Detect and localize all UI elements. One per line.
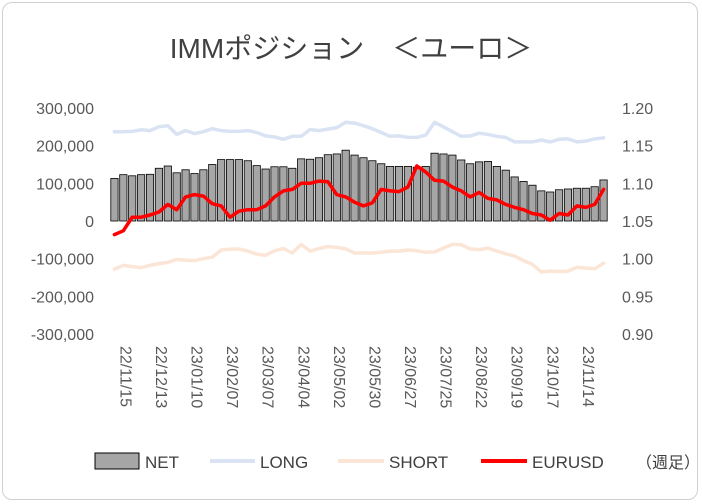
net-bar (421, 165, 430, 222)
net-bar (172, 172, 181, 222)
net-bar (208, 164, 217, 222)
net-bar (190, 173, 199, 222)
x-tick-label: 23/06/27 (401, 346, 418, 408)
net-bar (137, 174, 146, 222)
net-bar (314, 157, 324, 222)
legend-label-long: LONG (260, 453, 308, 472)
net-bar (350, 154, 359, 222)
net-bar (119, 174, 128, 222)
net-bar (501, 169, 510, 222)
x-tick-label: 23/03/07 (259, 346, 276, 408)
right-tick-label: 1.05 (622, 214, 653, 231)
x-tick-label: 23/05/02 (330, 346, 347, 408)
net-bar (128, 175, 137, 222)
net-bar (163, 165, 172, 222)
x-tick-label: 23/04/04 (294, 346, 311, 408)
net-bar (306, 158, 315, 222)
net-bar (368, 160, 377, 222)
net-bar (510, 176, 519, 222)
x-tick-label: 22/12/13 (152, 346, 169, 408)
left-axis: -300,000 -200,000 -100,000 0 100,000 200,000 3… (31, 101, 94, 344)
net-bar (332, 153, 341, 222)
right-tick-label: 1.20 (622, 101, 653, 118)
x-tick-label: 23/01/10 (188, 346, 205, 408)
net-bar (386, 165, 395, 222)
net-bar (439, 153, 448, 222)
right-tick-label: 1.15 (622, 139, 653, 156)
unit-note: （週足） (636, 454, 700, 472)
net-bar (341, 149, 350, 222)
net-bar (519, 181, 528, 222)
left-tick-label: 200,000 (36, 139, 94, 156)
right-axis: 0.90 0.95 1.00 1.05 1.10 1.15 1.20 (622, 101, 653, 344)
left-tick-label: 100,000 (36, 176, 94, 193)
net-bar (110, 178, 119, 222)
right-tick-label: 0.90 (622, 327, 653, 344)
net-bar (297, 158, 306, 222)
x-axis: 22/11/15 22/12/13 23/01/10 23/02/07 23/03/07… (116, 346, 595, 408)
net-bar (226, 159, 235, 222)
x-tick-label: 23/02/07 (223, 346, 240, 408)
net-bar (537, 190, 546, 222)
legend-label-eurusd: EURUSD (532, 453, 604, 472)
net-bar (154, 167, 163, 222)
net-bar (359, 157, 368, 222)
series-line-eurusd (112, 164, 606, 237)
net-bar (288, 167, 297, 222)
net-bar (430, 152, 439, 222)
chart-title: IMMポジション ＜ユーロ＞ (170, 33, 532, 64)
net-bar (243, 160, 252, 222)
x-tick-label: 23/07/25 (437, 346, 454, 408)
legend-label-short: SHORT (389, 453, 448, 472)
legend-swatch-net (94, 452, 140, 470)
net-bar (563, 188, 573, 222)
series-line-short (112, 242, 606, 274)
x-tick-label: 23/10/17 (543, 346, 560, 408)
net-bars (110, 149, 608, 222)
net-bar (261, 168, 270, 222)
net-bar (528, 184, 537, 222)
right-tick-label: 1.10 (622, 176, 653, 193)
net-bar (581, 187, 590, 222)
right-tick-label: 0.95 (622, 289, 653, 306)
net-bar (483, 161, 492, 222)
net-bar (217, 159, 226, 222)
net-bar (394, 165, 404, 222)
net-bar (492, 165, 501, 222)
left-tick-label: 0 (85, 214, 94, 231)
x-tick-label: 23/11/14 (579, 346, 596, 407)
right-tick-label: 1.00 (622, 252, 653, 269)
net-bar (234, 159, 243, 222)
legend-label-net: NET (145, 453, 179, 472)
net-bar (403, 165, 412, 222)
net-bar (252, 165, 261, 222)
x-tick-label: 23/08/22 (472, 346, 489, 408)
left-tick-label: -300,000 (31, 327, 94, 344)
series-lines (112, 120, 606, 274)
net-bar (145, 173, 155, 222)
series-line-long (112, 120, 606, 144)
legend: NET LONG SHORT EURUSD (94, 452, 604, 472)
x-tick-label: 23/09/19 (508, 346, 525, 408)
left-tick-label: -200,000 (31, 289, 94, 306)
x-tick-label: 22/11/15 (116, 346, 133, 407)
net-bar (466, 163, 475, 222)
left-tick-label: 300,000 (36, 101, 94, 118)
net-bar (599, 179, 608, 222)
left-tick-label: -100,000 (31, 252, 94, 269)
x-tick-label: 23/05/30 (365, 346, 382, 408)
net-bar (555, 189, 564, 222)
